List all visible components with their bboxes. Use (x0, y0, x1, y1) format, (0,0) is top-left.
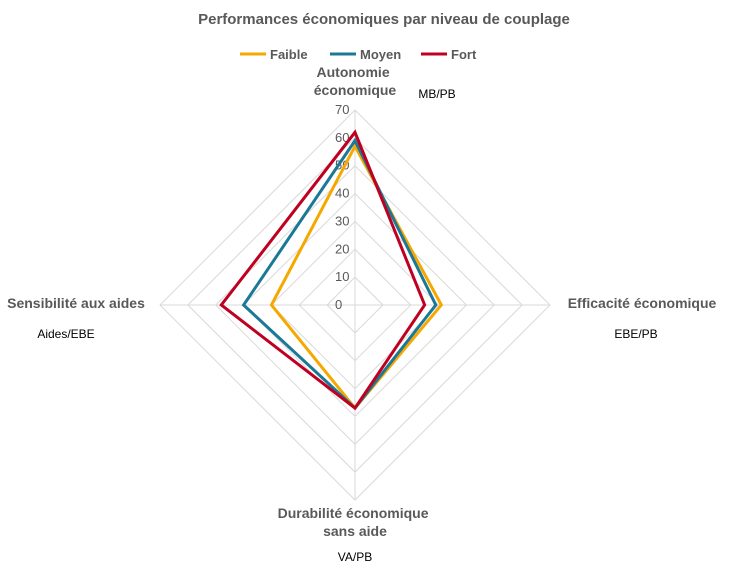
tick-label-30: 30 (335, 213, 349, 228)
axis-label-autonomie-line1: Autonomie (317, 64, 390, 80)
legend-label-fort: Fort (451, 47, 477, 62)
tick-label-0: 0 (335, 297, 342, 312)
series-lines (219, 129, 444, 411)
axis-label-autonomie: Autonomie économique (314, 64, 397, 98)
radar-grid (159, 109, 551, 501)
series-line-fort (219, 129, 427, 411)
legend-label-moyen: Moyen (360, 47, 401, 62)
axis-unit-efficacite: EBE/PB (614, 327, 657, 341)
axis-label-sensibilite: Sensibilité aux aides (7, 295, 145, 311)
axis-label-durabilite: Durabilité économique sans aide (278, 505, 433, 539)
tick-label-40: 40 (335, 186, 349, 201)
axis-unit-sensibilite: Aides/EBE (37, 327, 94, 341)
legend-label-faible: Faible (270, 47, 308, 62)
axis-unit-durabilite: VA/PB (338, 550, 372, 564)
tick-label-60: 60 (335, 130, 349, 145)
chart-title: Performances économiques par niveau de c… (198, 11, 570, 28)
tick-label-10: 10 (335, 269, 349, 284)
axis-label-durabilite-line1: Durabilité économique (278, 505, 429, 521)
axis-unit-autonomie: MB/PB (418, 87, 455, 101)
tick-label-20: 20 (335, 241, 349, 256)
legend: Faible Moyen Fort (240, 47, 477, 62)
axis-label-autonomie-line2: économique (314, 82, 397, 98)
axis-label-efficacite-line1: Efficacité économique (568, 295, 717, 311)
tick-label-70: 70 (335, 102, 349, 117)
axis-label-sensibilite-line1: Sensibilité aux aides (7, 295, 145, 311)
axis-label-durabilite-line2: sans aide (323, 523, 387, 539)
series-line-faible (269, 143, 444, 411)
axis-label-efficacite: Efficacité économique (568, 295, 717, 311)
